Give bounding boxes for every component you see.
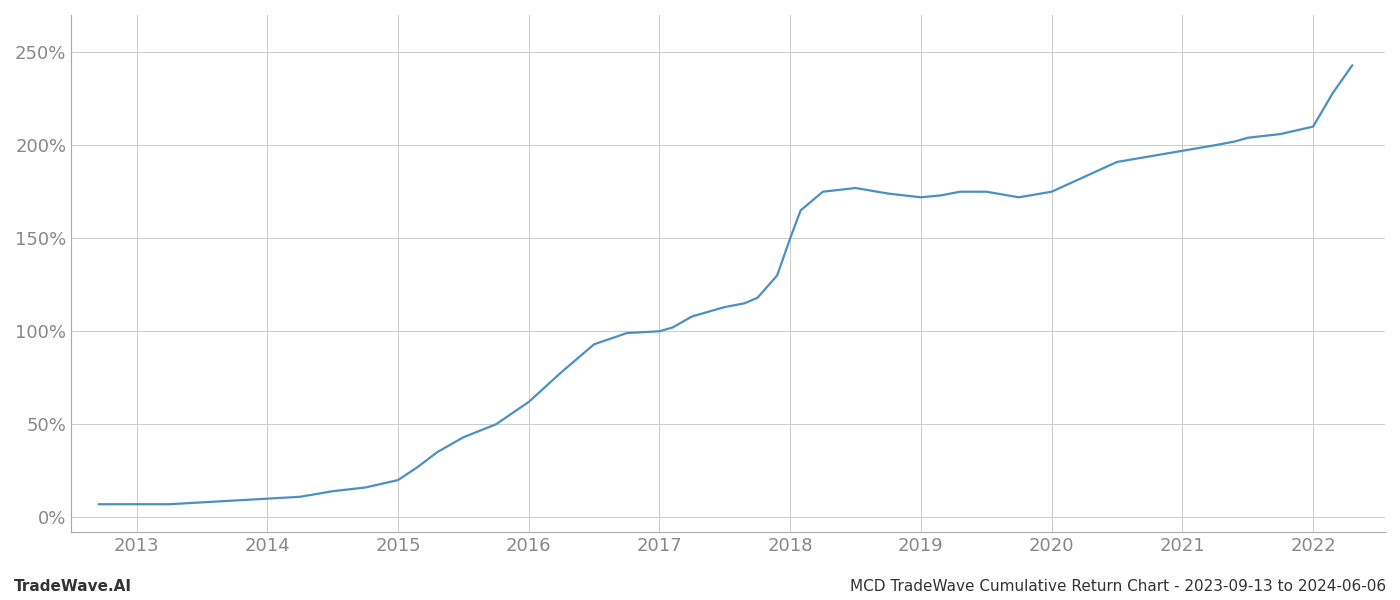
Text: MCD TradeWave Cumulative Return Chart - 2023-09-13 to 2024-06-06: MCD TradeWave Cumulative Return Chart - … <box>850 579 1386 594</box>
Text: TradeWave.AI: TradeWave.AI <box>14 579 132 594</box>
